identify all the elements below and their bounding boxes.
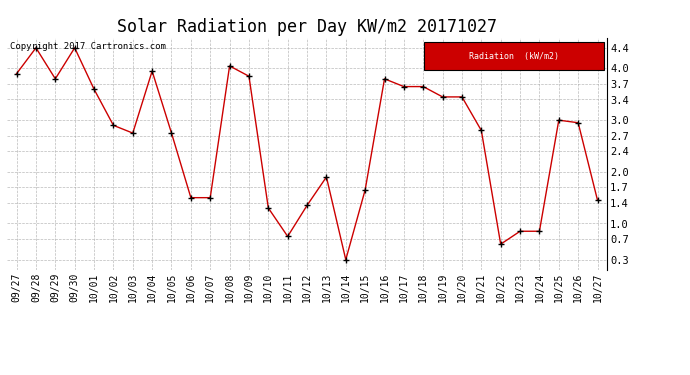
Title: Solar Radiation per Day KW/m2 20171027: Solar Radiation per Day KW/m2 20171027 xyxy=(117,18,497,36)
Text: Copyright 2017 Cartronics.com: Copyright 2017 Cartronics.com xyxy=(10,42,166,51)
FancyBboxPatch shape xyxy=(424,42,604,70)
Text: Radiation  (kW/m2): Radiation (kW/m2) xyxy=(469,52,559,61)
